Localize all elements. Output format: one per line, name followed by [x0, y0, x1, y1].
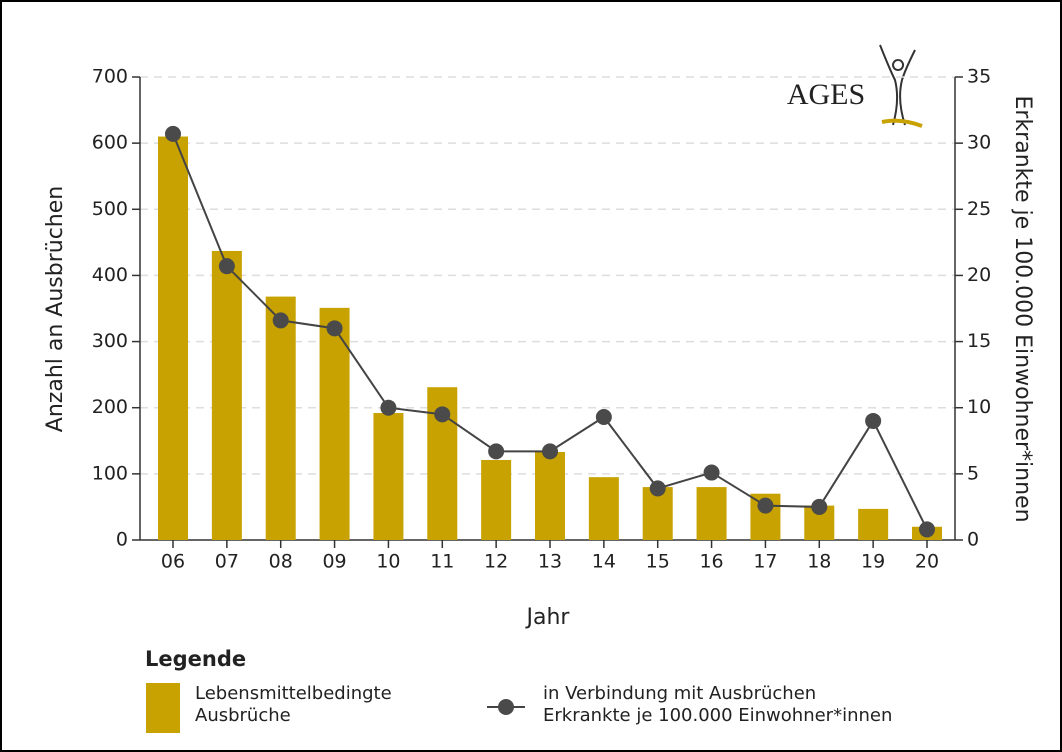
bar	[211, 250, 242, 540]
y-tick-label: 0	[116, 529, 128, 551]
legend-swatch	[146, 683, 180, 733]
legend-label: Lebensmittelbedingte Ausbrüche	[195, 683, 392, 726]
bar	[696, 487, 727, 540]
y-tick-label: 400	[92, 264, 128, 286]
logo-text: AGES	[787, 78, 865, 111]
y-tick-label: 700	[92, 66, 128, 88]
point	[542, 443, 558, 460]
point	[595, 408, 612, 425]
bar	[588, 477, 619, 540]
y2-tick-label: 35	[967, 66, 991, 88]
y2-tick-label: 15	[967, 330, 991, 352]
x-tick-label: 09	[322, 551, 346, 573]
y2-tick-label: 0	[967, 529, 979, 551]
bar	[373, 413, 404, 540]
point	[488, 443, 505, 460]
x-tick-label: 20	[915, 551, 939, 573]
bar	[858, 508, 889, 540]
x-tick-label: 07	[215, 551, 239, 573]
point	[811, 498, 828, 515]
y-tick-label: 200	[92, 396, 128, 418]
y2-tick-label: 5	[967, 462, 979, 484]
point	[380, 399, 397, 416]
y-tick-label: 600	[92, 132, 128, 154]
x-tick-label: 14	[592, 551, 616, 573]
y2-tick-label: 30	[967, 132, 991, 154]
y-axis-label: Anzahl an Ausbrüchen	[43, 186, 68, 432]
x-tick-label: 10	[376, 551, 400, 573]
x-tick-label: 18	[807, 551, 831, 573]
x-tick-label: 19	[861, 551, 885, 573]
bar	[319, 307, 350, 540]
x-tick-label: 16	[699, 551, 723, 573]
bar	[535, 452, 565, 540]
point	[272, 312, 289, 329]
x-tick-label: 06	[161, 551, 185, 573]
x-tick-label: 08	[269, 551, 293, 573]
point	[757, 497, 774, 514]
logo-arc	[881, 118, 923, 128]
x-tick-label: 17	[753, 551, 777, 573]
y2-tick-label: 20	[967, 264, 991, 286]
logo-figure	[879, 44, 916, 126]
point	[434, 406, 451, 423]
logo: AGES	[787, 44, 923, 128]
y2-axis-label: Erkrankte je 100.000 Einwohner*innen	[1010, 95, 1035, 522]
x-tick-label: 13	[538, 551, 562, 573]
point	[865, 412, 882, 429]
x-tick-label: 11	[430, 551, 454, 573]
legend-label: in Verbindung mit Ausbrüchen Erkrankte j…	[543, 683, 893, 726]
x-axis-label: Jahr	[525, 605, 571, 630]
point	[218, 258, 235, 275]
y-tick-label: 100	[92, 462, 128, 484]
bar	[481, 459, 512, 540]
point	[165, 125, 181, 142]
y-tick-label: 300	[92, 330, 128, 352]
x-tick-label: 15	[646, 551, 670, 573]
legend-swatch	[498, 699, 514, 715]
bar	[158, 136, 188, 540]
y2-tick-label: 10	[967, 396, 991, 418]
y2-tick-label: 25	[967, 198, 991, 220]
point	[703, 464, 720, 481]
y-tick-label: 500	[92, 198, 128, 220]
bar	[265, 296, 296, 540]
point	[326, 320, 343, 337]
legend-title: Legende	[145, 647, 246, 671]
x-tick-label: 12	[484, 551, 508, 573]
point	[649, 480, 666, 497]
point	[919, 521, 935, 538]
